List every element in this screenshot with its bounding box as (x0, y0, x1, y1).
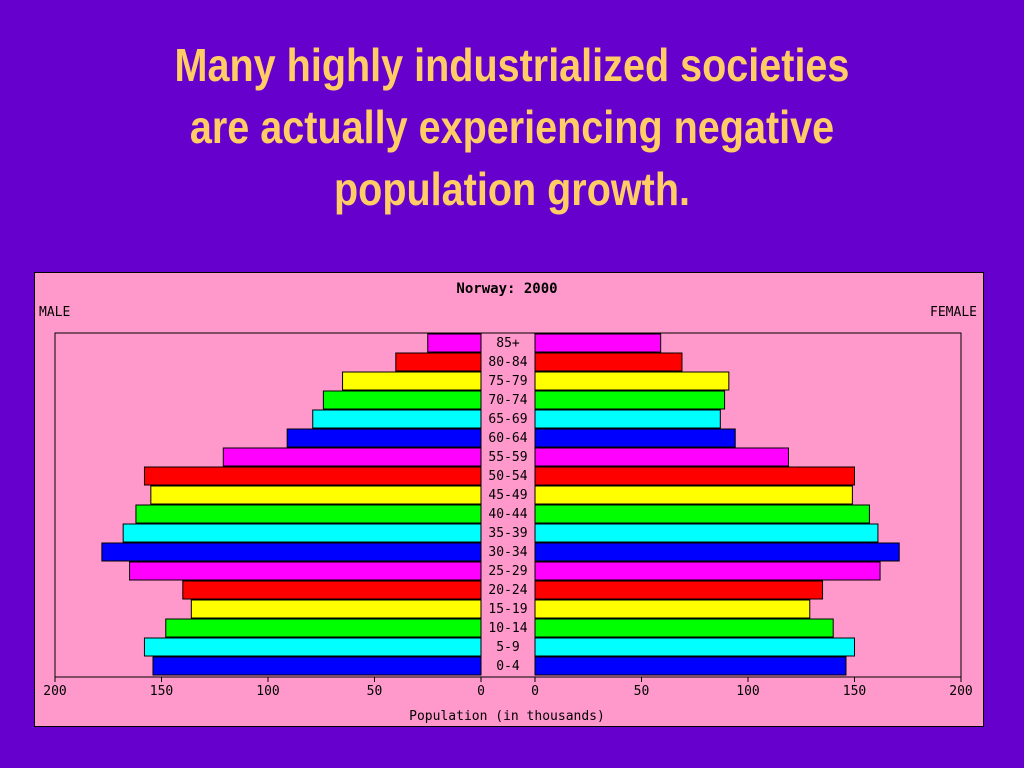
bar-female-60-64 (534, 428, 736, 448)
age-label-10-14: 10-14 (488, 621, 527, 636)
bar-male-85+ (427, 333, 482, 353)
slide-title-line-2: are actually experiencing negative (189, 101, 835, 153)
age-label-45-49: 45-49 (488, 488, 527, 503)
bar-male-75-79 (342, 371, 482, 391)
slide-title-line-1: Many highly industrialized societies (174, 39, 850, 91)
female-tick-label-50: 50 (634, 684, 650, 699)
bar-female-45-49 (534, 485, 853, 505)
age-label-70-74: 70-74 (488, 393, 527, 408)
bar-female-5-9 (534, 637, 855, 657)
female-label: FEMALE (930, 305, 977, 320)
pyramid-svg: Norway: 2000 MALE FEMALE Population (in … (39, 281, 977, 724)
bar-male-45-49 (150, 485, 482, 505)
age-label-15-19: 15-19 (488, 602, 527, 617)
bar-female-75-79 (534, 371, 730, 391)
slide-title-line-3: population growth. (334, 163, 690, 215)
bar-female-85+ (534, 333, 662, 353)
age-label-30-34: 30-34 (488, 545, 527, 560)
age-label-60-64: 60-64 (488, 431, 527, 446)
bar-female-15-19 (534, 599, 811, 619)
bars-group: 85+ 80-84 75-79 70-74 65-69 60-64 55-59 50-54 45… (101, 333, 900, 676)
bar-female-40-44 (534, 504, 870, 524)
male-tick-label-200: 200 (43, 684, 66, 699)
bar-male-25-29 (129, 561, 482, 581)
bar-male-10-14 (165, 618, 482, 638)
age-label-35-39: 35-39 (488, 526, 527, 541)
male-label: MALE (39, 305, 70, 320)
bar-male-5-9 (143, 637, 482, 657)
plot-frame (54, 332, 962, 678)
bar-female-25-29 (534, 561, 881, 581)
bar-male-20-24 (182, 580, 482, 600)
bar-female-0-4 (534, 656, 847, 676)
bar-male-80-84 (395, 352, 482, 372)
female-tick-label-100: 100 (736, 684, 759, 699)
male-tick-label-0: 0 (477, 684, 485, 699)
bar-female-70-74 (534, 390, 726, 410)
age-label-40-44: 40-44 (488, 507, 527, 522)
age-label-75-79: 75-79 (488, 374, 527, 389)
bar-female-55-59 (534, 447, 789, 467)
bar-male-50-54 (143, 466, 482, 486)
bar-female-80-84 (534, 352, 683, 372)
bar-male-15-19 (190, 599, 482, 619)
population-pyramid-chart: Norway: 2000 MALE FEMALE Population (in … (34, 272, 984, 727)
bar-male-55-59 (222, 447, 482, 467)
bar-female-30-34 (534, 542, 900, 562)
bar-male-65-69 (312, 409, 482, 429)
female-tick-label-150: 150 (843, 684, 866, 699)
age-label-5-9: 5-9 (496, 640, 519, 655)
age-label-55-59: 55-59 (488, 450, 527, 465)
slide-title: Many highly industrialized societies are… (72, 34, 953, 220)
ticks-group: 0 0 50 50 100 100 150 150 200 200 (43, 676, 973, 699)
female-tick-label-0: 0 (531, 684, 539, 699)
bar-female-50-54 (534, 466, 855, 486)
bar-female-65-69 (534, 409, 721, 429)
bar-male-70-74 (322, 390, 482, 410)
bar-female-35-39 (534, 523, 879, 543)
female-tick-label-200: 200 (949, 684, 972, 699)
bar-male-60-64 (286, 428, 482, 448)
bar-male-0-4 (152, 656, 482, 676)
age-label-80-84: 80-84 (488, 355, 527, 370)
male-tick-label-150: 150 (150, 684, 173, 699)
age-label-85+: 85+ (496, 336, 520, 351)
age-label-65-69: 65-69 (488, 412, 527, 427)
age-label-20-24: 20-24 (488, 583, 527, 598)
age-label-50-54: 50-54 (488, 469, 527, 484)
bar-male-35-39 (122, 523, 482, 543)
age-label-25-29: 25-29 (488, 564, 527, 579)
male-tick-label-50: 50 (367, 684, 383, 699)
bar-female-20-24 (534, 580, 824, 600)
bar-male-30-34 (101, 542, 482, 562)
x-axis-label: Population (in thousands) (409, 709, 605, 724)
chart-title: Norway: 2000 (456, 281, 557, 297)
male-tick-label-100: 100 (256, 684, 279, 699)
bar-male-40-44 (135, 504, 482, 524)
bar-female-10-14 (534, 618, 834, 638)
age-label-0-4: 0-4 (496, 659, 520, 674)
